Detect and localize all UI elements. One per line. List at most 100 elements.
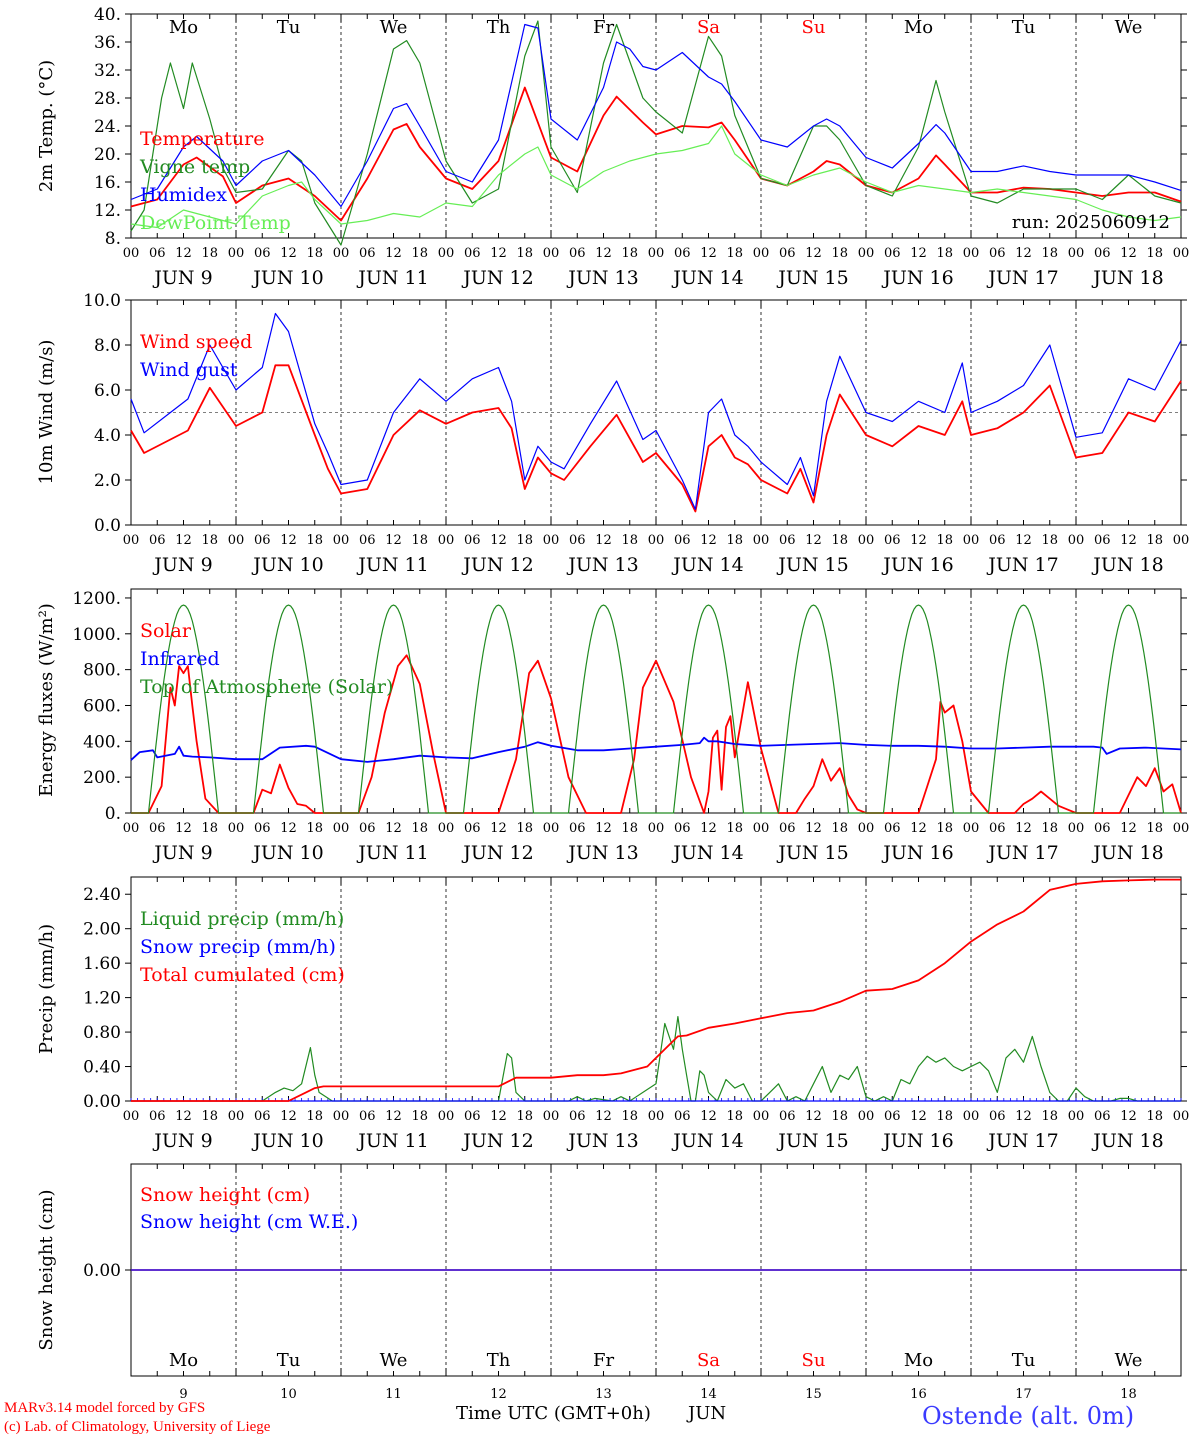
y-tick-label: 2.00	[83, 920, 121, 940]
legend-entry: Wind speed	[140, 331, 252, 353]
hour-tick-label: 18	[1041, 246, 1058, 261]
hour-tick-label: 18	[726, 246, 743, 261]
day-number-label: 13	[595, 1387, 612, 1402]
hour-tick-label: 00	[438, 1109, 455, 1124]
hour-tick-label: 12	[910, 533, 927, 548]
legend-entry: Snow height (cm)	[140, 1184, 310, 1206]
y-tick-label: 24.	[94, 117, 121, 137]
date-label: JUN 10	[251, 554, 323, 576]
hour-tick-label: 00	[228, 821, 245, 836]
hour-tick-label: 00	[1068, 821, 1085, 836]
date-label: JUN 12	[461, 842, 533, 864]
credit-line-2: (c) Lab. of Climatology, University of L…	[4, 1419, 271, 1435]
hour-tick-label: 12	[1120, 821, 1137, 836]
weekday-label: Mo	[904, 17, 933, 38]
legend-entry: DewPoint Temp	[140, 212, 291, 234]
date-label: JUN 9	[152, 842, 212, 864]
hour-tick-label: 12	[910, 246, 927, 261]
legend-entry: Liquid precip (mm/h)	[140, 908, 344, 930]
hour-tick-label: 00	[123, 533, 140, 548]
hour-tick-label: 12	[490, 533, 507, 548]
hour-tick-label: 12	[700, 821, 717, 836]
hour-tick-label: 18	[411, 533, 428, 548]
hour-tick-label: 06	[359, 1109, 376, 1124]
hour-tick-label: 00	[858, 246, 875, 261]
weekday-label: Tu	[277, 17, 301, 38]
hour-tick-label: 00	[963, 533, 980, 548]
hour-tick-label: 00	[333, 1109, 350, 1124]
hour-tick-label: 00	[753, 246, 770, 261]
hour-tick-label: 12	[595, 821, 612, 836]
hour-tick-label: 00	[438, 821, 455, 836]
date-label: JUN 16	[881, 1130, 953, 1152]
panel-3: 0. 200. 400. 600. 800. 1000. 1200. Energy fluxe…	[36, 588, 1189, 864]
hour-tick-label: 18	[516, 533, 533, 548]
weekday-label: We	[380, 17, 408, 38]
hour-tick-label: 12	[595, 246, 612, 261]
day-number-label: 16	[910, 1387, 927, 1402]
hour-tick-label: 18	[516, 821, 533, 836]
y-tick-label: 32.	[94, 61, 121, 81]
date-label: JUN 15	[776, 554, 848, 576]
y-tick-label: 40.	[94, 5, 121, 25]
hour-tick-label: 00	[753, 533, 770, 548]
y-tick-label: 10.0	[83, 291, 121, 311]
date-label: JUN 12	[461, 267, 533, 289]
hour-tick-label: 12	[490, 821, 507, 836]
hour-tick-label: 06	[254, 1109, 271, 1124]
hour-tick-label: 00	[963, 1109, 980, 1124]
y-tick-label: 12.	[94, 201, 121, 221]
y-axis-label: Energy fluxes (W/m²)	[36, 603, 57, 797]
date-label: JUN 18	[1091, 842, 1163, 864]
y-tick-label: 1000.	[72, 625, 121, 645]
date-label: JUN 11	[356, 1130, 428, 1152]
hour-tick-label: 12	[385, 1109, 402, 1124]
hour-tick-label: 06	[254, 533, 271, 548]
weekday-label: Mo	[169, 17, 198, 38]
date-label: JUN 13	[566, 554, 638, 576]
day-number-label: 9	[179, 1387, 187, 1402]
hour-tick-label: 06	[884, 533, 901, 548]
date-label: JUN 12	[461, 554, 533, 576]
panel-1: 8. 12. 16. 20. 24. 28. 32. 36. 40. 2m Temp. (°C) T…	[36, 5, 1189, 289]
series-line	[131, 654, 1182, 814]
legend-entry: Top of Atmosphere (Solar)	[140, 676, 393, 698]
hour-tick-label: 06	[149, 1109, 166, 1124]
hour-tick-label: 18	[726, 533, 743, 548]
hour-tick-label: 18	[831, 1109, 848, 1124]
legend-entry: Solar	[140, 620, 192, 642]
hour-tick-label: 06	[149, 246, 166, 261]
series-line	[130, 86, 1182, 222]
hour-tick-label: 12	[175, 821, 192, 836]
weekday-label: Mo	[169, 1350, 198, 1371]
date-label: JUN 14	[671, 1130, 743, 1152]
weekday-label: Tu	[1012, 17, 1036, 38]
hour-tick-label: 18	[201, 1109, 218, 1124]
hour-tick-label: 00	[1173, 533, 1190, 548]
y-tick-label: 800.	[83, 661, 121, 681]
hour-tick-label: 12	[490, 246, 507, 261]
y-tick-label: 0.	[105, 804, 121, 824]
hour-tick-label: 18	[411, 821, 428, 836]
legend-entry: Vigne temp	[139, 156, 250, 178]
hour-tick-label: 00	[543, 533, 560, 548]
hour-tick-label: 06	[1094, 1109, 1111, 1124]
hour-tick-label: 12	[385, 246, 402, 261]
date-label: JUN 10	[251, 267, 323, 289]
hour-tick-label: 06	[464, 1109, 481, 1124]
y-tick-label: 28.	[94, 89, 121, 109]
date-label: JUN 18	[1091, 267, 1163, 289]
hour-tick-label: 06	[779, 533, 796, 548]
plot-frame	[130, 588, 1182, 814]
hour-tick-label: 06	[254, 821, 271, 836]
y-tick-label: 20.	[94, 145, 121, 165]
plot-frame	[130, 13, 1182, 239]
date-label: JUN 15	[776, 267, 848, 289]
y-axis-label: Snow height (cm)	[36, 1189, 57, 1350]
y-tick-label: 1.60	[83, 954, 121, 974]
y-tick-label: 0.00	[83, 1261, 121, 1281]
hour-tick-label: 18	[1146, 1109, 1163, 1124]
hour-tick-label: 18	[726, 821, 743, 836]
hour-tick-label: 00	[228, 1109, 245, 1124]
